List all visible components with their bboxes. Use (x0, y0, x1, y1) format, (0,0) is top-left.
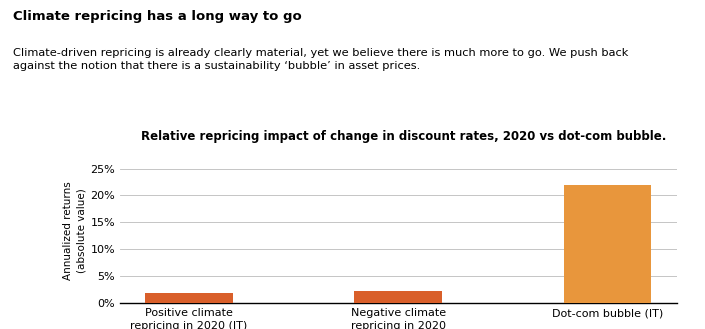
Text: Climate-driven repricing is already clearly material, yet we believe there is mu: Climate-driven repricing is already clea… (13, 48, 628, 71)
Bar (563, 185, 651, 303)
Bar (145, 293, 233, 303)
Text: Climate repricing has a long way to go: Climate repricing has a long way to go (13, 10, 302, 23)
Y-axis label: Annualized returns
(absolute value): Annualized returns (absolute value) (63, 181, 86, 280)
Text: Relative repricing impact of change in discount rates, 2020 vs dot-com bubble.: Relative repricing impact of change in d… (141, 130, 666, 143)
Bar (355, 291, 442, 303)
